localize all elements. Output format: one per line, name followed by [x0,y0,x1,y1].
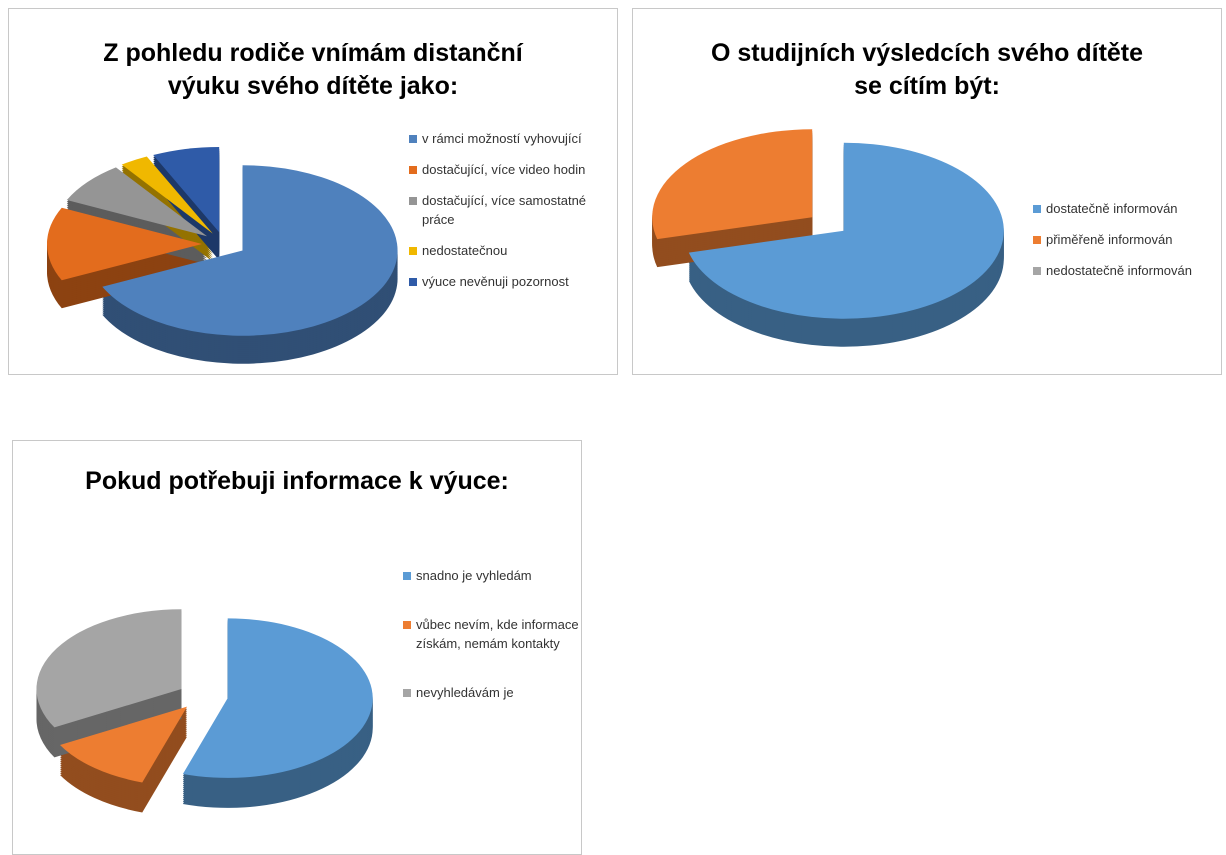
chart-title: Z pohledu rodiče vnímám distanční výuku … [103,39,523,100]
chart-title: O studijních výsledcích svého dítěte se … [710,39,1144,100]
chart-box: dostatečně informován přiměřeně informová… [632,8,1222,375]
legend-label: vůbec nevím, kde informace získám, nemám… [416,617,579,651]
legend-swatch [409,135,417,143]
legend-item: dostatečně informován [1033,199,1223,218]
chart-title: Pokud potřebuji informace k výuce: [85,467,509,495]
legend-item: snadno je vyhledám [403,566,583,585]
legend-label: výuce nevěnuji pozornost [422,274,569,289]
legend-swatch [409,247,417,255]
slice [66,167,208,237]
legend-label: nevyhledávám je [416,685,514,700]
slice [182,618,373,778]
slice [121,156,213,234]
legend-label: přiměřeně informován [1046,232,1173,247]
legend-label: nedostatečně informován [1046,263,1192,278]
pie-chart [36,609,373,813]
slice [46,207,203,281]
legend-label: dostatečně informován [1046,201,1178,216]
legend-label: nedostatečnou [422,243,508,258]
legend: dostatečně informován přiměřeně informová… [1033,199,1223,280]
legend-swatch [1033,267,1041,275]
legend-item: vůbec nevím, kde informace získám, nemám… [403,615,583,653]
slice [652,129,813,240]
legend-swatch [1033,236,1041,244]
pie-chart [652,129,1004,347]
legend-swatch [1033,205,1041,213]
legend-label: dostačující, více video hodin [422,162,586,177]
legend-item: dostačující, více samostatné práce [409,191,609,229]
chart-box: v rámci možností vyhovující dostačující, … [8,8,618,375]
legend-swatch [403,621,411,629]
legend-item: nedostatečně informován [1033,261,1223,280]
slice [102,165,398,336]
legend-label: v rámci možností vyhovující [422,131,582,146]
slice [36,609,182,728]
legend-item: přiměřeně informován [1033,230,1223,249]
legend-item: nedostatečnou [409,241,609,260]
slice [153,146,220,233]
legend-item: nevyhledávám je [403,683,583,702]
legend-label: dostačující, více samostatné práce [422,193,587,227]
legend-swatch [403,572,411,580]
legend-label: snadno je vyhledám [416,568,532,583]
legend-item: v rámci možností vyhovující [409,129,609,148]
slice [59,706,188,783]
legend-swatch [409,166,417,174]
legend-item: výuce nevěnuji pozornost [409,272,609,291]
legend: v rámci možností vyhovující dostačující, … [409,129,609,291]
pie-chart [46,146,398,364]
legend: snadno je vyhledám vůbec nevím, kde infor… [403,566,583,702]
legend-swatch [409,197,417,205]
chart-box: snadno je vyhledám vůbec nevím, kde infor… [12,440,582,855]
legend-swatch [409,278,417,286]
legend-item: dostačující, více video hodin [409,160,609,179]
slice [688,142,1004,319]
legend-swatch [403,689,411,697]
